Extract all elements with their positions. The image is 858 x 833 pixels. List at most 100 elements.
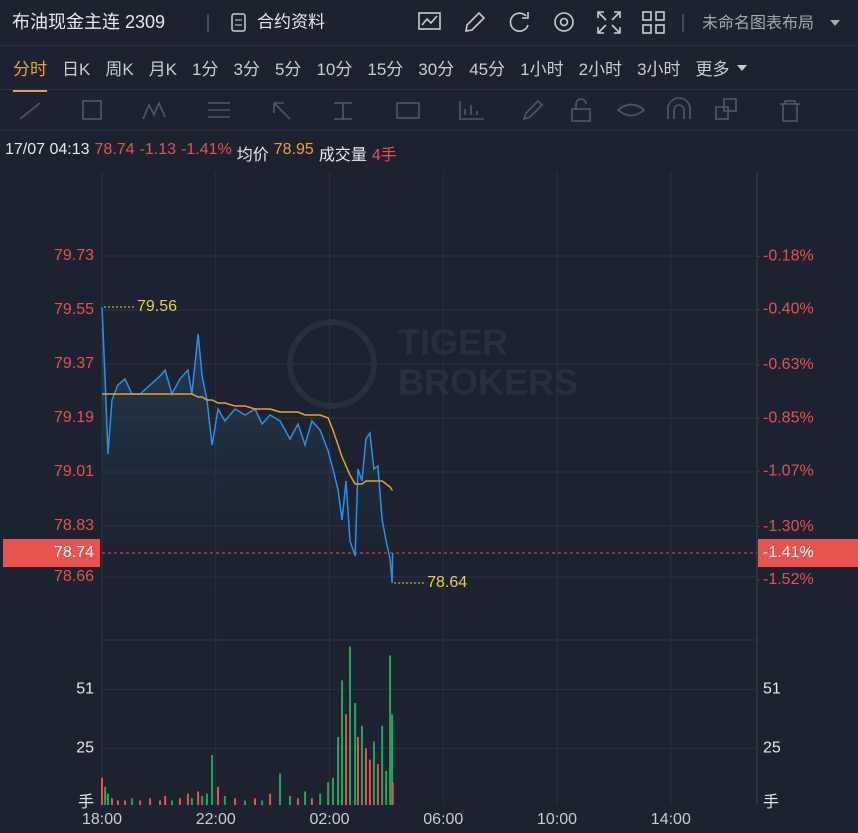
timeframe[interactable]: 1分 [192, 60, 219, 79]
layout-icon-part [642, 24, 652, 34]
tool-magnet[interactable] [667, 97, 691, 119]
timeframe[interactable]: 10分 [316, 60, 353, 79]
timeframe[interactable]: 分时 [13, 55, 47, 92]
volume-bar [106, 793, 109, 805]
x-tick-label: 10:00 [537, 811, 577, 828]
fullscreen-icon[interactable] [597, 11, 621, 34]
timeframe[interactable]: 日K [62, 60, 91, 79]
settings-icon-core [559, 17, 569, 27]
info-avg: 78.95 [273, 141, 314, 158]
y2-tick-label: -0.40% [763, 301, 814, 318]
indicator-icon[interactable] [418, 12, 441, 30]
tool-text[interactable] [396, 102, 420, 119]
volume-tick-label: 51 [76, 681, 94, 698]
tool-measure[interactable] [334, 102, 352, 120]
indicator-icon-line [421, 15, 438, 26]
contract-info[interactable]: 合约资料 [257, 12, 325, 31]
volume-bar [190, 798, 193, 805]
watermark: TIGER [398, 322, 508, 363]
layout-name[interactable]: 未命名图表布局 [702, 14, 814, 32]
volume-bar [164, 795, 167, 805]
average-line [102, 393, 393, 491]
volume-bar [178, 798, 181, 805]
timeframe[interactable]: 周K [105, 60, 134, 79]
volume-bar [288, 795, 291, 805]
symbol[interactable]: 布油现金主连 2309 [12, 12, 165, 32]
volume-bar [364, 748, 367, 805]
draw-icon[interactable] [465, 11, 486, 32]
layout-icon[interactable] [642, 11, 652, 21]
tool-arrow[interactable] [273, 102, 291, 120]
current-price-box [3, 539, 100, 567]
tool-eye[interactable] [616, 103, 646, 117]
volume-bar [296, 798, 299, 805]
tool-lock[interactable] [571, 108, 591, 122]
timeframe[interactable]: 更多 [695, 60, 730, 79]
tool-pattern[interactable] [142, 100, 166, 120]
volume-bar [261, 800, 264, 805]
timeframe[interactable]: 1小时 [520, 60, 564, 79]
doc-icon [231, 13, 246, 32]
info-price: 78.74 [94, 141, 135, 158]
y2-tick-label: -0.63% [763, 356, 814, 373]
timeframe[interactable]: 3小时 [637, 60, 681, 79]
timeframe[interactable]: 30分 [418, 60, 455, 79]
y-tick-label: 78.66 [54, 568, 94, 585]
tool-layers[interactable] [715, 106, 729, 120]
volume-bar [376, 764, 379, 805]
current-price-label: 78.74 [54, 544, 94, 561]
x-tick-label: 14:00 [651, 811, 691, 828]
volume-bar [304, 791, 307, 805]
volume-bar [368, 759, 371, 805]
volume-bar [345, 714, 348, 805]
y2-tick-label: -1.30% [763, 518, 814, 535]
tool-delete[interactable] [780, 100, 800, 122]
dropdown-arrow[interactable] [830, 20, 840, 26]
timeframe[interactable]: 3分 [233, 60, 260, 79]
volume-bar [149, 798, 152, 805]
volume-tick-label: 25 [763, 740, 781, 757]
x-tick-label: 02:00 [310, 811, 350, 828]
volume-bar [279, 773, 282, 805]
tool-chart[interactable] [459, 101, 484, 120]
current-pct-label: -1.41% [763, 544, 814, 561]
y2-tick-label: -1.07% [763, 462, 814, 479]
volume-bar [327, 782, 330, 805]
timeframe[interactable]: 45分 [469, 60, 506, 79]
tool-rect[interactable] [82, 100, 102, 120]
settings-icon[interactable] [554, 12, 574, 32]
refresh-icon[interactable] [509, 12, 529, 32]
timeframe[interactable]: 月K [148, 60, 178, 79]
info-row: 17/07 04:13 78.74 -1.13 -1.41% 均价 78.95 … [5, 141, 397, 165]
y2-tick-label: -0.85% [763, 409, 814, 426]
tool-lock-arc [575, 98, 587, 109]
volume-bar [110, 798, 113, 805]
volume-bar [331, 777, 334, 805]
volume-bar [244, 800, 247, 805]
x-tick-label: 22:00 [196, 811, 236, 828]
volume-bar [391, 714, 394, 805]
tool-fib[interactable] [208, 102, 230, 118]
watermark: BROKERS [398, 362, 578, 403]
volume-bar [391, 782, 394, 805]
timeframe[interactable]: 15分 [367, 60, 404, 79]
tool-brush[interactable] [522, 99, 544, 121]
header-icons: 布油现金主连 2309 合约资料 未命名图表布局 [12, 11, 840, 34]
info-volume: 4手 [371, 147, 397, 164]
volume-bar [354, 703, 357, 805]
timeframe[interactable]: 5分 [274, 60, 302, 79]
volume-bar [337, 737, 340, 805]
info-volume-label: 成交量 [318, 147, 367, 164]
info-change-pct: -1.41% [181, 141, 232, 158]
tool-line[interactable] [19, 102, 41, 120]
volume-unit: 手 [78, 793, 94, 811]
y-tick-label: 79.55 [54, 301, 94, 318]
timeframe[interactable]: 2小时 [578, 60, 623, 79]
more-arrow [736, 64, 747, 71]
volume-bar [381, 725, 384, 805]
volume-bar [104, 786, 107, 805]
volume-bar [341, 680, 344, 805]
volume-bar [124, 800, 127, 805]
